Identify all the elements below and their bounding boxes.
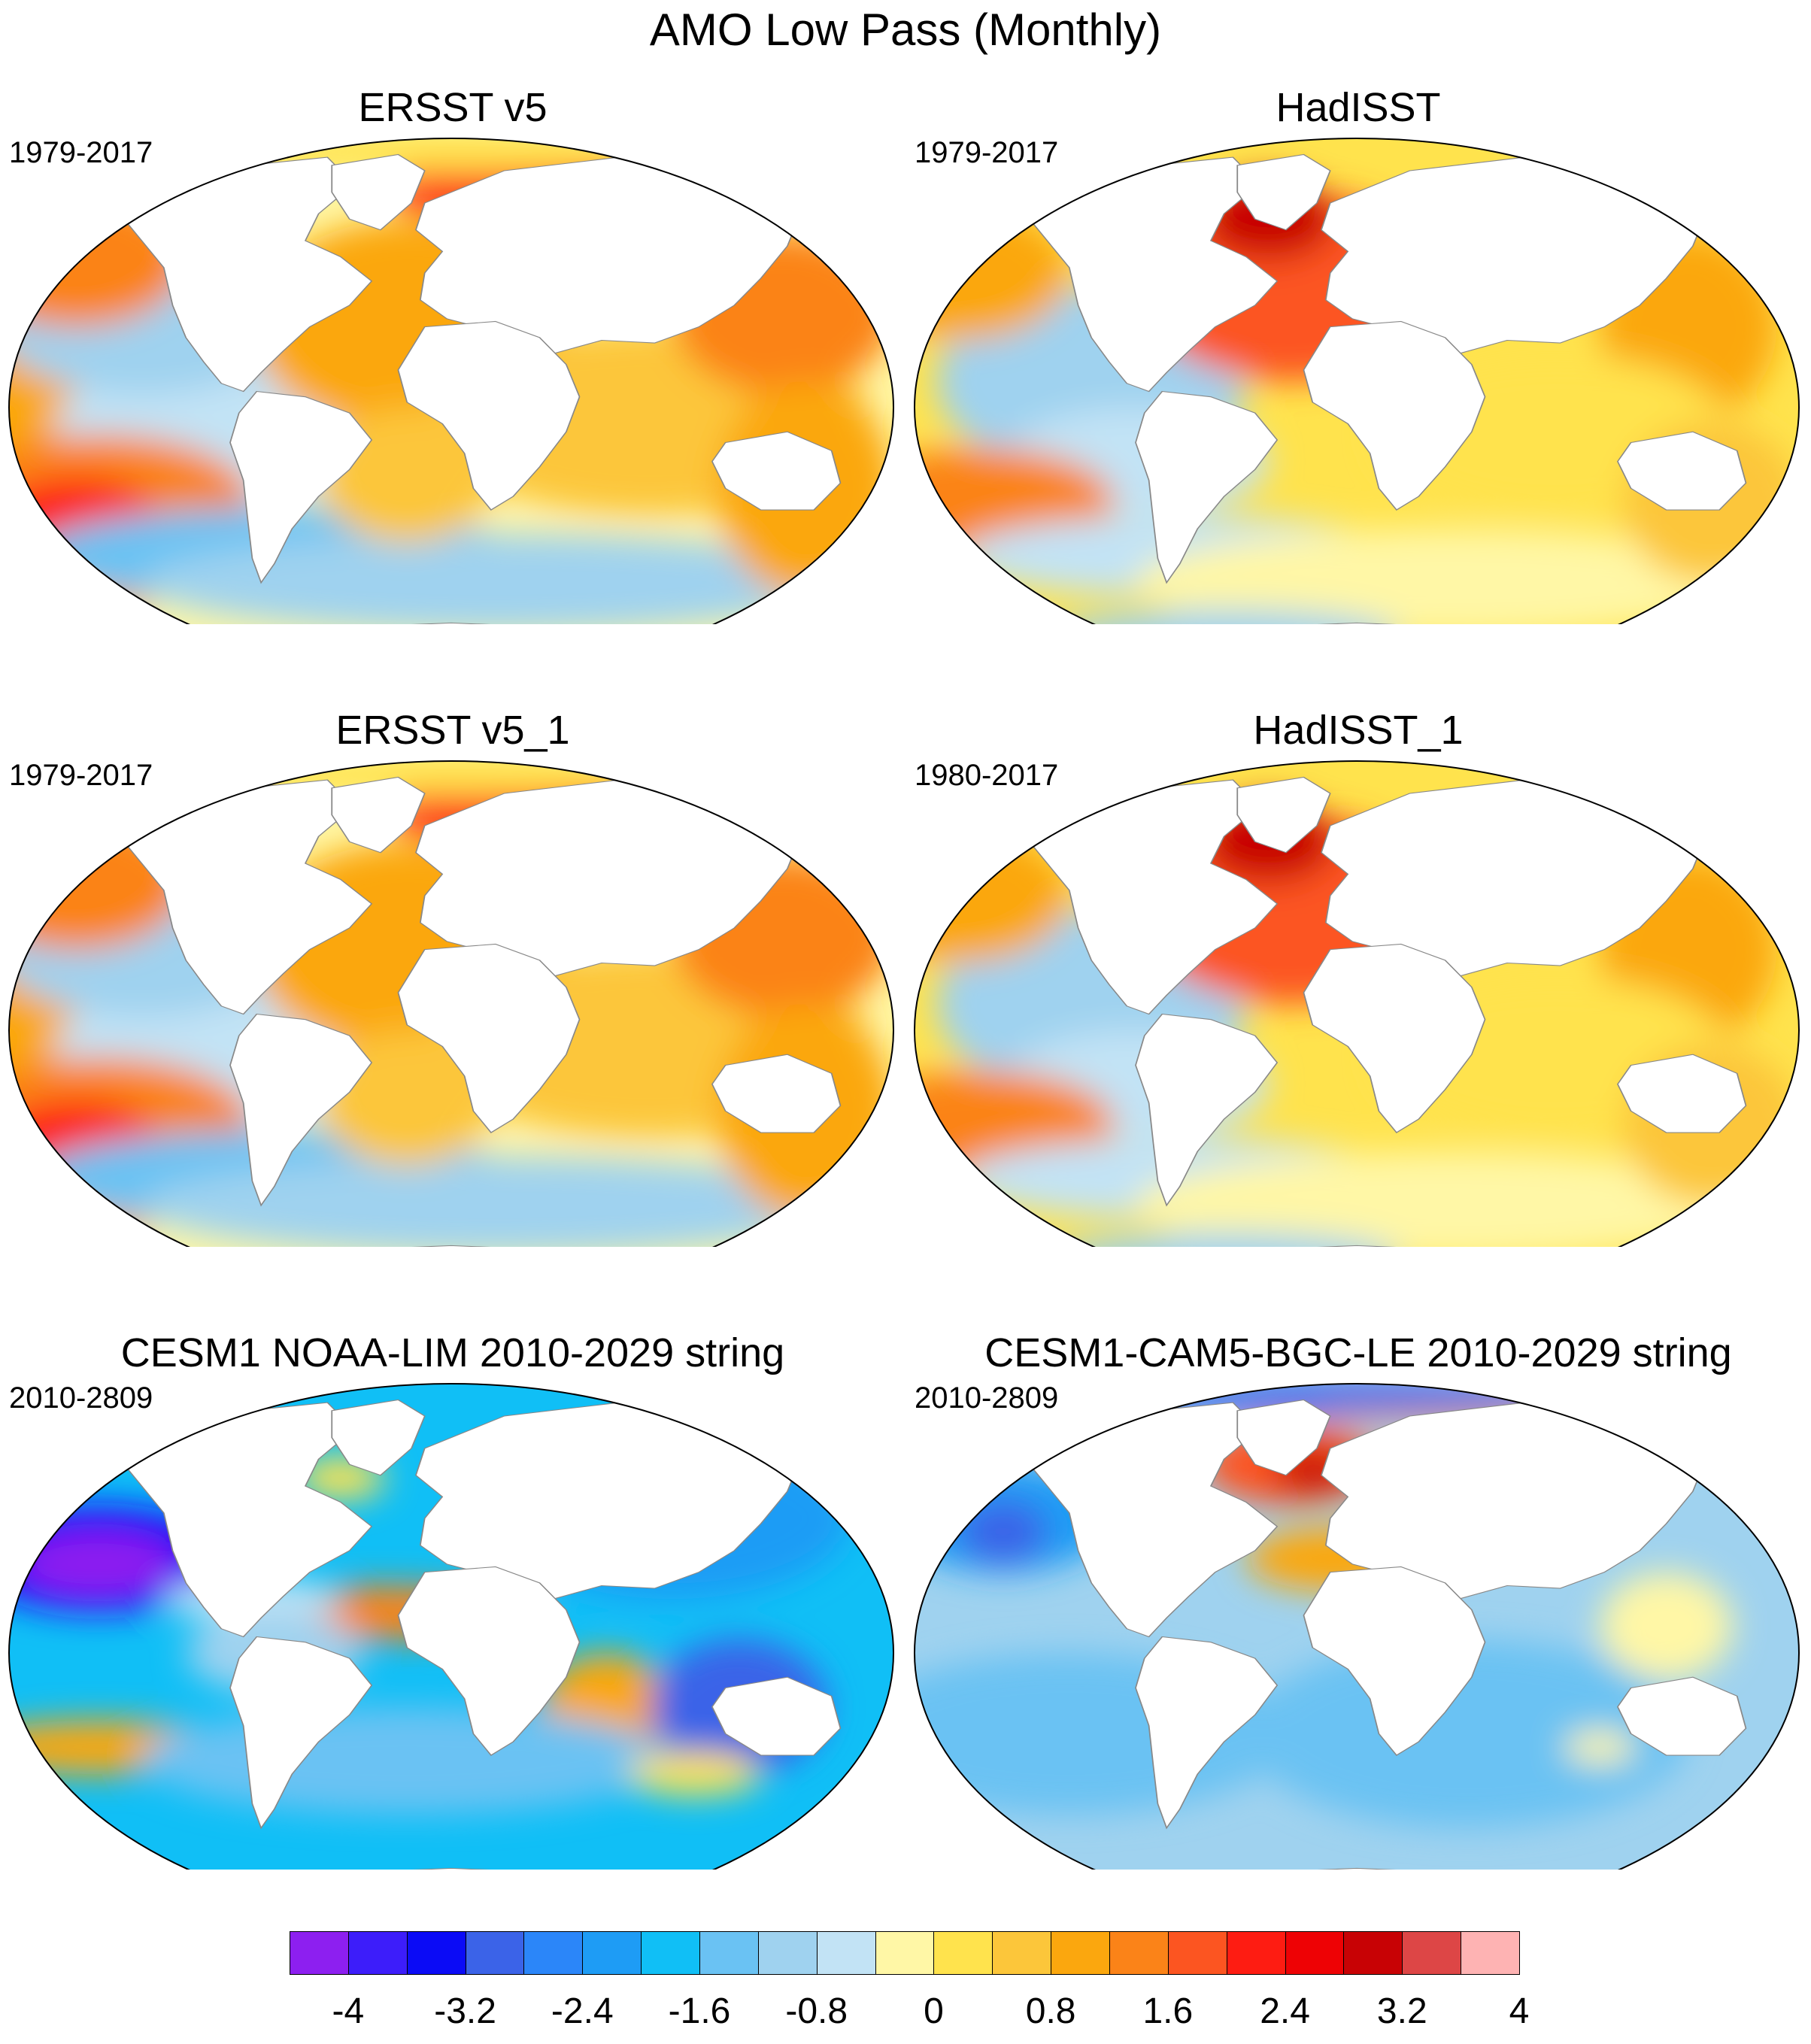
anomaly-region [141, 138, 761, 174]
anomaly-region [141, 534, 850, 624]
panel-period: 1979-2017 [9, 759, 153, 792]
map-panel: ERSST v5 1979-2017 [0, 0, 906, 624]
colorbar-swatch [1109, 1931, 1169, 1975]
colorbar-swatch [933, 1931, 993, 1975]
colorbar-swatch [347, 1931, 408, 1975]
anomaly-region [1135, 1151, 1755, 1247]
colorbar-tick-label: -1.6 [668, 1991, 731, 2031]
map-border [8, 138, 894, 624]
colorbar-swatch [290, 1931, 349, 1975]
colorbar-swatch [816, 1931, 876, 1975]
colorbar-swatch [1461, 1931, 1520, 1975]
map-panel: HadISST_1 1980-2017 [906, 623, 1811, 1247]
world-map [914, 760, 1800, 1247]
panel-title: CESM1-CAM5-BGC-LE 2010-2029 string [984, 1330, 1732, 1375]
panel-period: 1979-2017 [915, 136, 1059, 169]
colorbar-tick-label: -2.4 [551, 1991, 614, 2031]
colorbar-tick-label: 2.4 [1260, 1991, 1310, 2031]
colorbar-swatch [523, 1931, 584, 1975]
map-border [8, 1383, 894, 1870]
panel-period: 1980-2017 [915, 759, 1059, 792]
colorbar-tick-label: -3.2 [434, 1991, 496, 2031]
colorbar-swatch [1226, 1931, 1286, 1975]
anomaly-region [1600, 1572, 1733, 1680]
panel-title: ERSST v5 [358, 85, 548, 130]
world-map [914, 138, 1800, 624]
colorbar-swatch [582, 1931, 642, 1975]
map-panel: CESM1-CAM5-BGC-LE 2010-2029 string 2010-2… [906, 1245, 1811, 1870]
colorbar-swatch [465, 1931, 525, 1975]
anomaly-region [1047, 1232, 1401, 1247]
colorbar [290, 1931, 1520, 1976]
panel-title: CESM1 NOAA-LIM 2010-2029 string [120, 1330, 785, 1375]
world-map [8, 760, 894, 1247]
colorbar-swatch [1285, 1931, 1345, 1975]
anomaly-region [141, 1706, 672, 1815]
map-border [914, 138, 1800, 624]
panel-period: 2010-2809 [9, 1381, 153, 1415]
panel-period: 1979-2017 [9, 136, 153, 169]
colorbar-swatch [757, 1931, 818, 1975]
colorbar-swatch [1051, 1931, 1110, 1975]
panel-title: ERSST v5_1 [335, 708, 570, 753]
colorbar-tick-label: 1.6 [1142, 1991, 1194, 2031]
map-panel: HadISST 1979-2017 [906, 0, 1811, 624]
colorbar-swatch [1343, 1931, 1403, 1975]
colorbar-tick-label: 0 [924, 1991, 944, 2031]
anomaly-region [1246, 1639, 1688, 1828]
anomaly-region [141, 761, 761, 796]
world-map [914, 1383, 1800, 1870]
map-border [914, 760, 1800, 1247]
world-map [8, 138, 894, 624]
colorbar-swatch [1402, 1931, 1462, 1975]
anomaly-region [1564, 1730, 1636, 1763]
map-border [8, 760, 894, 1247]
panel-title: HadISST [1276, 85, 1441, 130]
colorbar-swatch [992, 1931, 1052, 1975]
world-map [8, 1383, 894, 1870]
anomaly-region [958, 1499, 1048, 1564]
map-border [914, 1383, 1800, 1870]
colorbar-swatch [875, 1931, 935, 1975]
anomaly-region [1047, 609, 1401, 624]
figure-title: AMO Low Pass (Monthly) [649, 5, 1162, 55]
colorbar-tick-label: -0.8 [785, 1991, 848, 2031]
map-panel: CESM1 NOAA-LIM 2010-2029 string 2010-2809 [0, 1245, 906, 1870]
anomaly-region [17, 1531, 177, 1597]
anomaly-region [628, 1752, 761, 1796]
anomaly-region [1135, 529, 1755, 624]
colorbar-swatch [699, 1931, 759, 1975]
colorbar-swatch [641, 1931, 700, 1975]
map-panel: ERSST v5_1 1979-2017 [0, 623, 906, 1247]
panel-period: 2010-2809 [915, 1381, 1059, 1415]
colorbar-tick-label: 4 [1509, 1991, 1530, 2031]
colorbar-tick-label: -4 [332, 1991, 365, 2031]
panel-title: HadISST_1 [1253, 708, 1464, 753]
colorbar-tick-label: 3.2 [1376, 1991, 1427, 2031]
anomaly-region [141, 1157, 850, 1247]
colorbar-swatch [406, 1931, 466, 1975]
colorbar-swatch [1167, 1931, 1227, 1975]
colorbar-tick-label: 0.8 [1025, 1991, 1076, 2031]
